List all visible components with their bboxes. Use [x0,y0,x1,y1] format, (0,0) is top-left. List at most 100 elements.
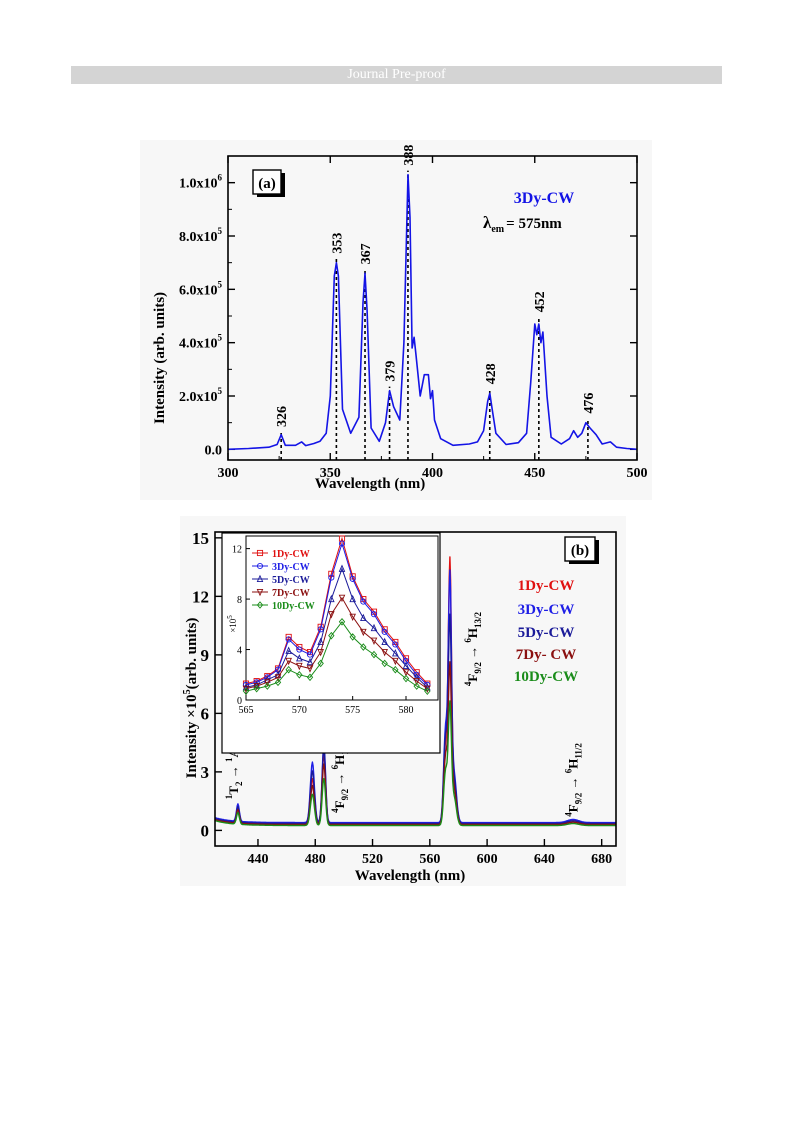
inset-point-1-13 [381,628,388,635]
peak-label-452: 452 [533,291,548,312]
inset-point-1-11 [360,598,367,605]
inset-point-4-0 [242,687,250,695]
inset-point-2-1 [253,680,260,688]
inset-point-4-13 [381,659,388,668]
inset-legend-label-4: 10Dy-CW [272,601,315,612]
inset-point-3-3 [274,674,282,682]
peak-label-326: 326 [275,406,290,427]
inset-point-3-16 [413,678,420,686]
panel-label-a: (a) [252,169,285,197]
series-line-b-2 [214,613,616,825]
inset-point-4-8 [328,631,335,640]
inset-point-4-16 [413,682,420,690]
inset-box [221,532,441,754]
inset-point-1-7 [317,626,324,633]
inset-point-3-9 [338,594,346,603]
inset-x-tick-label-0: 565 [239,705,254,716]
inset-point-2-16 [413,672,420,681]
inset-y-axis-label: ×105 [226,615,238,633]
inset-point-4-10 [349,633,356,641]
y-tick-label-b-5: 15 [192,529,209,548]
inset-x-tick-label-1: 570 [292,705,307,716]
transition-label-2: 4F9/2 → 6H13/2 [463,611,483,686]
y-tick-label-a-3: 6.0x105 [179,279,223,298]
inset-point-1-10 [349,575,356,582]
y-tick-label-a-5: 1.0x106 [179,173,223,192]
series-line-a-0 [227,173,638,451]
x-tick-label-a-4: 500 [627,466,648,481]
legend-b-item-2: 5Dy-CW [518,625,575,641]
inset-point-4-1 [253,684,260,693]
inset-point-4-11 [360,643,367,651]
inset-point-2-9 [338,564,346,572]
inset-point-2-8 [328,594,335,603]
inset-point-4-12 [370,650,378,659]
chart-a: 300 350 400 450 500 0.0 2.0x105 4.0x105 6.0x105 8… [140,140,652,500]
inset-point-2-14 [392,649,399,657]
inset-point-3-4 [285,657,292,666]
inset-legend-marker-3 [256,588,264,597]
inset-point-2-4 [285,646,292,654]
inset-point-2-17 [424,683,431,691]
inset-series-line-1 [245,541,428,686]
peak-label-379: 379 [384,361,399,382]
inset-series-line-3 [245,596,428,690]
inset-point-4-7 [317,659,324,668]
y-tick-label-b-4: 12 [192,587,209,606]
legend-b-item-4: 10Dy-CW [514,669,578,685]
inset-point-2-0 [242,683,250,691]
inset-point-4-6 [306,673,314,682]
legend-a-sample: 3Dy-CW [514,190,574,207]
legend-b-item-3: 7Dy- CW [516,647,576,663]
inset-point-4-15 [402,674,410,683]
x-tick-label-a-1: 350 [320,466,341,481]
peak-label-428: 428 [484,363,499,384]
legend-b-item-0: 1Dy-CW [518,578,575,594]
inset-y-tick-label-1: 4 [237,646,242,657]
inset-legend-label-2: 5Dy-CW [272,575,310,586]
inset-y-tick-label-0: 0 [237,696,242,707]
inset-point-3-2 [264,679,271,687]
inset-point-2-10 [349,594,356,603]
legend-a-lambda: λem = 575nm [483,213,562,235]
x-axis-label-b: Wavelength (nm) [355,868,465,884]
series-line-b-1 [214,569,616,824]
inset-point-3-10 [349,613,356,622]
inset-point-4-4 [285,665,292,674]
inset-point-1-8 [328,574,335,581]
inset-point-3-15 [402,669,410,677]
inset-point-4-17 [424,687,431,695]
inset-legend-label-3: 7Dy-CW [272,588,310,599]
x-tick-label-b-2: 520 [362,852,383,867]
inset-point-3-13 [381,649,388,657]
inset-point-3-7 [317,649,324,657]
inset-y-tick-label-2: 8 [237,595,242,606]
inset-point-4-5 [296,670,303,679]
inset-point-1-6 [306,651,314,658]
inset-point-3-5 [296,662,303,671]
inset-point-3-11 [360,628,367,637]
peak-label-388: 388 [402,145,417,166]
chart-a-frame [227,155,638,461]
inset-point-4-9 [338,617,346,626]
y-tick-label-a-0: 0.0 [205,443,223,458]
journal-banner: Journal Pre-proof [71,66,722,84]
inset-x-tick-label-2: 575 [345,705,360,716]
y-tick-label-b-3: 9 [201,646,210,665]
x-tick-label-a-0: 300 [218,466,239,481]
inset-legend-marker-0 [256,549,264,557]
transition-label-1: 4F9/2 → 6H15/2 [330,738,350,813]
x-tick-label-b-6: 680 [591,852,612,867]
peak-label-353: 353 [330,233,345,254]
x-tick-label-a-3: 450 [524,466,545,481]
inset-point-1-12 [370,611,378,618]
inset-legend-label-0: 1Dy-CW [272,549,310,560]
inset-point-2-12 [370,623,378,632]
inset-point-4-3 [274,678,282,687]
inset-point-2-5 [296,654,303,662]
inset-legend-marker-2 [256,574,264,583]
panel-label-b: (b) [564,536,599,564]
x-tick-label-b-4: 600 [477,852,498,867]
panel-a-text: (a) [258,176,276,192]
y-tick-label-a-2: 4.0x105 [179,333,223,352]
